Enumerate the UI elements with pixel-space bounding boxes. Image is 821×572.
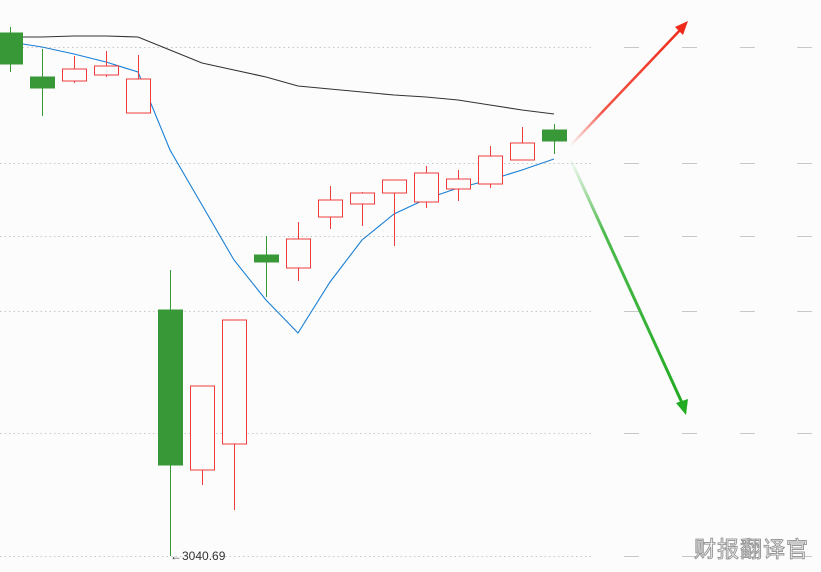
candle <box>0 27 23 72</box>
candle <box>126 55 151 114</box>
candle <box>350 192 375 226</box>
candle-body <box>382 179 407 194</box>
candle-body <box>222 319 247 445</box>
candle-body <box>126 78 151 114</box>
candle-body <box>510 142 535 161</box>
candle-body <box>158 309 183 466</box>
candle <box>254 236 279 297</box>
candle <box>478 146 503 188</box>
candle-body <box>414 172 439 203</box>
candle-body <box>190 385 215 471</box>
candle <box>222 319 247 510</box>
candle-body <box>0 32 23 65</box>
candle <box>414 166 439 208</box>
candle-body <box>62 68 87 82</box>
candle-body <box>94 65 119 76</box>
candle-body <box>542 129 567 142</box>
candle <box>510 127 535 161</box>
candle <box>286 222 311 281</box>
candle-body <box>30 76 55 89</box>
candle <box>190 385 215 485</box>
candle <box>62 56 87 83</box>
down-arrow-shaft <box>568 157 685 406</box>
up-arrow-shaft <box>569 27 683 147</box>
candle <box>30 49 55 116</box>
candle-body <box>286 238 311 269</box>
down-arrowhead-icon <box>676 399 688 415</box>
candle <box>94 51 119 77</box>
left-arrow-icon: ← <box>170 549 182 563</box>
candle-body <box>446 178 471 190</box>
candle <box>318 186 343 229</box>
candle-body <box>254 254 279 263</box>
low-price-annotation: ←3040.69 <box>170 549 225 563</box>
low-price-label: 3040.69 <box>182 549 226 563</box>
candle <box>542 124 567 154</box>
candle-body <box>350 192 375 205</box>
moving-average-line <box>0 34 555 115</box>
candle-body <box>478 155 503 185</box>
candle <box>446 170 471 201</box>
up-arrowhead-icon <box>675 21 688 35</box>
candle-body <box>318 199 343 218</box>
watermark: 财报翻译官 <box>693 538 809 564</box>
candle <box>158 270 183 556</box>
candle <box>382 179 407 246</box>
